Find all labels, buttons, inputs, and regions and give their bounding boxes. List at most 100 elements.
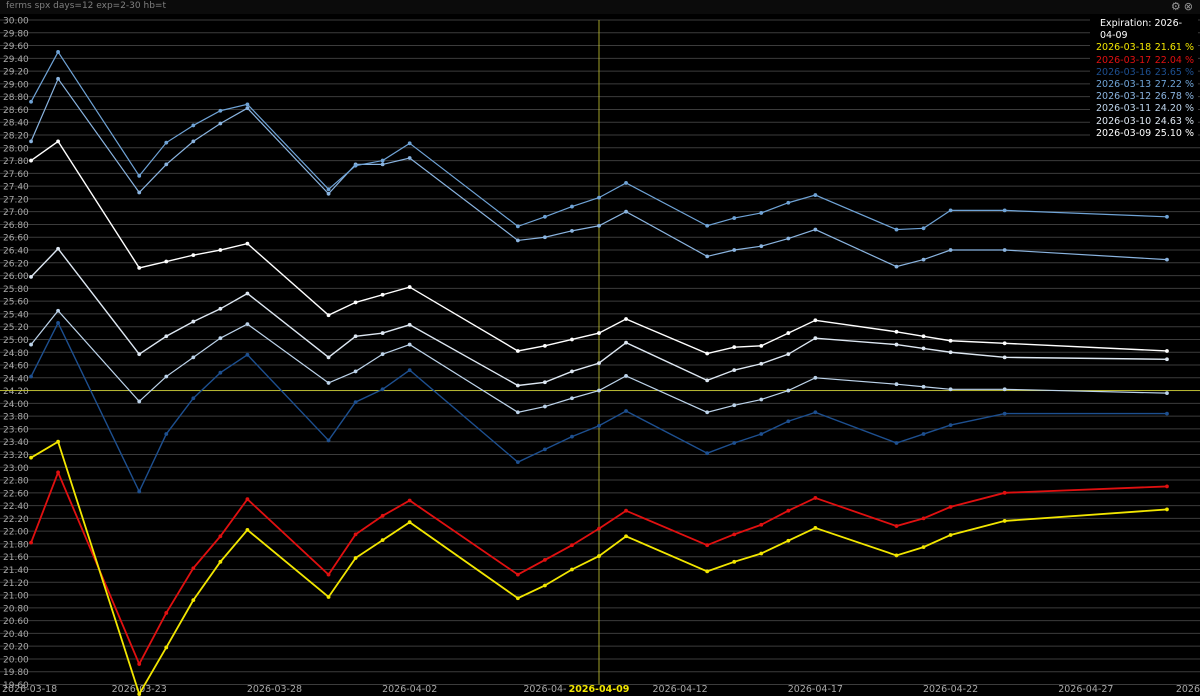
series-2026-03-16 bbox=[29, 320, 1169, 494]
data-point bbox=[948, 504, 953, 509]
data-point bbox=[245, 352, 250, 357]
data-point bbox=[732, 441, 737, 445]
data-point bbox=[407, 322, 412, 327]
data-point bbox=[164, 374, 169, 379]
y-tick-label: 23.60 bbox=[3, 425, 29, 435]
data-point bbox=[948, 387, 953, 392]
x-tick-label: 2026-04- bbox=[523, 684, 566, 695]
x-tick-label: 2026-04-17 bbox=[788, 684, 843, 695]
data-point bbox=[164, 645, 169, 650]
data-point bbox=[570, 434, 574, 439]
legend-value: 22.04 % bbox=[1154, 54, 1194, 66]
data-point bbox=[813, 375, 818, 380]
y-tick-label: 26.80 bbox=[3, 221, 29, 231]
data-point bbox=[218, 336, 223, 341]
y-tick-label: 20.40 bbox=[3, 630, 29, 640]
settings-icon[interactable]: ⚙ bbox=[1170, 0, 1184, 13]
title-bar: ferms spx days=12 exp=2-30 hb=t ⚙⊗ bbox=[0, 0, 1200, 14]
data-point bbox=[218, 121, 223, 126]
x-tick-label: 2026-03-18 bbox=[2, 684, 57, 695]
data-point bbox=[786, 538, 791, 543]
data-point bbox=[624, 409, 628, 413]
legend-item: 2026-03-11 24.20 % bbox=[1096, 103, 1194, 115]
y-tick-label: 28.60 bbox=[3, 106, 29, 116]
legend-date: 2026-03-16 bbox=[1096, 66, 1152, 78]
data-point bbox=[759, 397, 764, 402]
x-tick-label: 2026-03-23 bbox=[112, 684, 167, 695]
grid-lines bbox=[0, 19, 1200, 685]
data-point bbox=[218, 559, 223, 564]
data-point bbox=[921, 257, 926, 262]
data-point bbox=[1165, 411, 1169, 416]
data-point bbox=[326, 191, 331, 196]
data-point bbox=[29, 158, 33, 163]
data-point bbox=[570, 228, 574, 233]
data-point bbox=[326, 572, 331, 577]
data-point bbox=[245, 291, 250, 296]
data-point bbox=[813, 336, 818, 341]
data-point bbox=[56, 308, 60, 313]
data-point bbox=[1165, 257, 1169, 262]
y-tick-label: 25.00 bbox=[3, 336, 29, 346]
legend-item: 2026-03-17 22.04 % bbox=[1096, 55, 1194, 67]
y-tick-label: 20.80 bbox=[3, 604, 29, 614]
data-point bbox=[543, 447, 547, 452]
close-icon[interactable]: ⊗ bbox=[1183, 0, 1196, 13]
x-axis-tick-labels: 2026-03-18 2026-03-23 2026-03-28 2026-04-02… bbox=[2, 684, 1200, 695]
data-point bbox=[543, 583, 547, 588]
y-tick-label: 27.80 bbox=[3, 157, 29, 167]
data-point bbox=[29, 540, 33, 545]
data-point bbox=[515, 238, 520, 243]
y-axis-tick-labels: 19.60 19.80 20.00 20.20 20.40 20.60 20.80 21.00… bbox=[3, 17, 29, 692]
data-point bbox=[1002, 208, 1007, 213]
y-tick-label: 24.20 bbox=[3, 387, 29, 397]
data-point bbox=[380, 387, 385, 392]
data-point bbox=[164, 162, 169, 167]
series-2026-03-09 bbox=[29, 139, 1169, 356]
y-tick-label: 30.00 bbox=[3, 17, 29, 27]
y-tick-label: 28.80 bbox=[3, 93, 29, 103]
x-tick-label: 2026-04-27 bbox=[1058, 684, 1113, 695]
y-tick-label: 20.00 bbox=[3, 655, 29, 665]
data-point bbox=[624, 209, 628, 214]
data-point bbox=[353, 400, 358, 404]
data-point bbox=[326, 438, 331, 443]
data-point bbox=[218, 534, 223, 539]
data-point bbox=[380, 158, 385, 163]
y-tick-label: 23.20 bbox=[3, 451, 29, 461]
command-text: ferms spx days=12 exp=2-30 hb=t bbox=[6, 1, 166, 11]
y-tick-label: 28.00 bbox=[3, 144, 29, 154]
data-point bbox=[1002, 519, 1007, 523]
data-point bbox=[164, 611, 169, 615]
data-point bbox=[191, 355, 196, 360]
x-tick-label: 2026 bbox=[1176, 684, 1200, 695]
data-point bbox=[29, 342, 33, 347]
data-point bbox=[1165, 391, 1169, 396]
x-tick-label: 2026-04-22 bbox=[923, 684, 978, 695]
data-point bbox=[597, 223, 601, 228]
data-point bbox=[894, 342, 899, 347]
data-point bbox=[543, 235, 547, 240]
data-point bbox=[245, 106, 250, 111]
data-point bbox=[921, 384, 926, 389]
data-point bbox=[1165, 507, 1169, 512]
data-point bbox=[570, 337, 574, 342]
data-point bbox=[407, 498, 412, 503]
series-line bbox=[30, 440, 1168, 696]
data-point bbox=[164, 432, 169, 436]
data-point bbox=[407, 368, 412, 373]
legend-value: 25.10 % bbox=[1154, 127, 1194, 139]
data-point bbox=[326, 187, 331, 192]
data-point bbox=[813, 193, 818, 197]
y-tick-label: 23.00 bbox=[3, 464, 29, 474]
legend: Expiration: 2026-04-09 2026-03-18 21.61 %… bbox=[1090, 17, 1198, 144]
data-point bbox=[407, 520, 412, 525]
data-point bbox=[191, 123, 196, 128]
series-line bbox=[30, 247, 1167, 387]
legend-item: 2026-03-09 25.10 % bbox=[1096, 128, 1194, 140]
data-point bbox=[29, 374, 33, 379]
data-point bbox=[56, 439, 60, 444]
data-point bbox=[56, 320, 60, 325]
data-point bbox=[137, 190, 142, 195]
y-tick-label: 25.80 bbox=[3, 285, 29, 295]
